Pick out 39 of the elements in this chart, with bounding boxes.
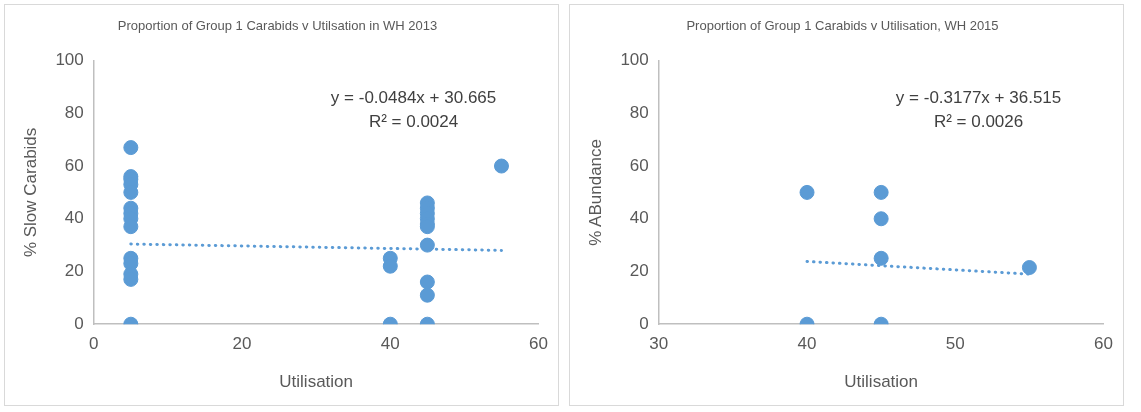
y-tick-label: 40 — [629, 208, 649, 228]
y-tick-label: 100 — [55, 50, 84, 70]
x-tick-label: 40 — [380, 334, 400, 354]
y-axis-title: % ABundance — [585, 138, 605, 246]
x-tick-label: 30 — [649, 334, 669, 354]
x-axis-title: Utilisation — [844, 372, 919, 392]
x-tick-label: 0 — [89, 334, 99, 354]
chart-title: Proportion of Group 1 Carabids v Utilsation in WH 2013 — [117, 18, 438, 34]
y-tick-label: 40 — [64, 208, 84, 228]
point — [123, 140, 139, 156]
point — [419, 274, 435, 290]
y-tick-label: 20 — [629, 261, 649, 281]
y-tick-label: 60 — [629, 155, 649, 175]
y-tick-label: 0 — [639, 313, 649, 333]
y-axis-title: % Slow Carabids — [20, 127, 40, 258]
y-tick-label: 20 — [64, 261, 84, 281]
y-tick-label: 100 — [620, 50, 649, 70]
x-tick-label: 20 — [232, 334, 252, 354]
point — [873, 184, 889, 200]
x-tick-label: 60 — [1094, 334, 1114, 354]
y-tick-label: 80 — [629, 103, 649, 123]
y-tick-label: 80 — [64, 103, 84, 123]
x-tick-label: 40 — [797, 334, 817, 354]
point — [419, 237, 435, 253]
point — [493, 158, 509, 174]
annotation: R² = 0.0026 — [933, 112, 1024, 132]
x-tick-label: 50 — [945, 334, 965, 354]
x-axis-title: Utilisation — [279, 372, 354, 392]
point — [873, 211, 889, 227]
annotation: y = -0.0484x + 30.665 — [330, 88, 497, 108]
point — [873, 250, 889, 266]
annotation: y = -0.3177x + 36.515 — [895, 88, 1062, 108]
y-tick-label: 60 — [64, 155, 84, 175]
x-tick-label: 60 — [529, 334, 549, 354]
y-tick-label: 0 — [74, 313, 84, 333]
annotation: R² = 0.0024 — [368, 112, 459, 132]
chart-title: Proportion of Group 1 Carabids v Utilisation, WH 2015 — [686, 18, 999, 34]
point — [419, 287, 435, 303]
point — [799, 184, 815, 200]
